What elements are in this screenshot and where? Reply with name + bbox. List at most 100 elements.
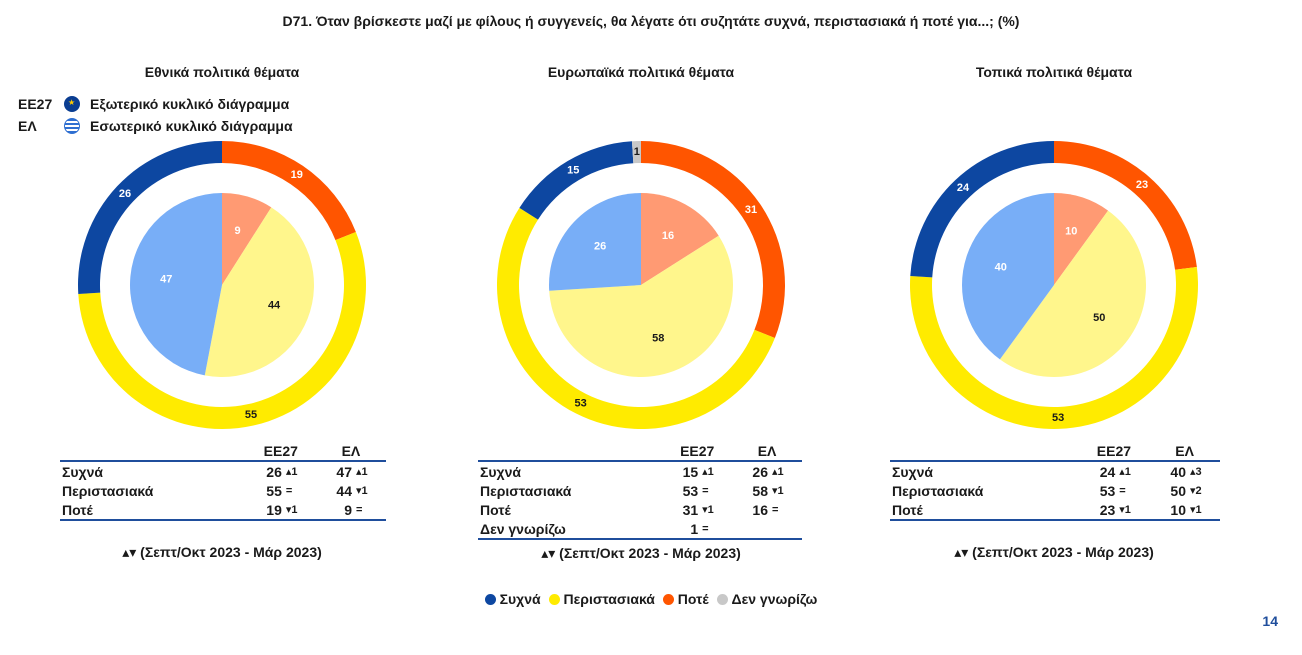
outer-slice <box>910 141 1054 278</box>
col-header-eu27: ΕΕ27 <box>1096 442 1132 459</box>
data-table-local: ΕΕ27 ΕΛ Συχνά 24 ▴1 40 ▴3 Περιστασιακά 53 = 50 ▾2… <box>890 441 1220 521</box>
eu-flag-icon <box>64 96 80 112</box>
eu27-trend: = <box>285 484 293 497</box>
gr-value <box>732 519 770 539</box>
inner-slice <box>222 193 272 285</box>
eu27-trend: ▴1 <box>702 466 714 478</box>
inner-slice <box>641 193 719 285</box>
eu27-value: 55 <box>266 482 282 499</box>
table-row: Συχνά 24 ▴1 40 ▴3 <box>890 461 1220 481</box>
gr-value: 26 <box>752 463 768 480</box>
col-header-gr: ΕΛ <box>341 442 361 459</box>
outer-slice <box>519 141 634 220</box>
trend-note: ▴▾ (Σεπτ/Οκτ 2023 - Μάρ 2023) <box>122 544 322 560</box>
gr-trend: = <box>356 503 363 516</box>
row-label: Περιστασιακά <box>892 482 984 499</box>
legend-key-code: ΕΕ27 <box>18 96 53 112</box>
eu27-value: 1 <box>690 520 699 537</box>
gr-trend: = <box>772 503 779 516</box>
inner-data-label: 9 <box>235 225 241 237</box>
legend-key-gr: ΕΛ Εσωτερικό κυκλικό διάγραμμα <box>18 118 293 134</box>
eu27-value: 26 <box>266 463 282 480</box>
legend-key-code: ΕΛ <box>18 118 37 134</box>
legend-item-never: Ποτέ <box>662 591 709 607</box>
row-label: Περιστασιακά <box>62 482 154 499</box>
trend-note: ▴▾ (Σεπτ/Οκτ 2023 - Μάρ 2023) <box>954 544 1154 560</box>
donut-chart-local: 23 53 24 10 50 40 <box>909 141 1198 430</box>
inner-slice <box>962 193 1054 360</box>
outer-data-label: 31 <box>745 204 757 216</box>
outer-slice <box>222 141 356 241</box>
inner-slice <box>204 207 315 378</box>
gr-trend: ▾1 <box>1190 504 1202 516</box>
legend-swatch <box>662 594 674 605</box>
eu27-trend: = <box>1119 484 1126 497</box>
col-header-gr: ΕΛ <box>1175 442 1194 459</box>
inner-data-label: 44 <box>268 300 281 312</box>
donut-chart-national: 19 55 26 9 44 47 <box>78 141 367 429</box>
gr-value: 16 <box>752 501 768 518</box>
col-header-gr: ΕΛ <box>757 442 777 459</box>
legend-key-label: Εξωτερικό κυκλικό διάγραμμα <box>90 96 290 112</box>
gr-trend: ▴3 <box>1190 466 1202 478</box>
gr-trend: ▴1 <box>772 466 784 478</box>
table-row: Περιστασιακά 53 = 58 ▾1 <box>478 481 802 500</box>
page-number: 14 <box>1262 613 1278 629</box>
legend-swatch <box>484 594 496 605</box>
legend-item-often: Συχνά <box>484 591 541 607</box>
col-header-eu27: ΕΕ27 <box>680 442 715 459</box>
inner-data-label: 26 <box>594 241 606 253</box>
outer-slice <box>909 266 1198 430</box>
row-label: Συχνά <box>892 463 934 480</box>
outer-data-label: 15 <box>567 165 579 177</box>
outer-slice <box>497 207 775 429</box>
greek-flag-icon <box>64 118 80 134</box>
inner-slice <box>999 210 1146 377</box>
row-label: Ποτέ <box>480 501 511 518</box>
table-row: Περιστασιακά 53 = 50 ▾2 <box>890 481 1220 500</box>
inner-slice <box>1054 193 1109 285</box>
panel-title-national: Εθνικά πολιτικά θέματα <box>144 64 300 80</box>
inner-data-label: 47 <box>160 274 172 286</box>
outer-slice <box>631 141 641 164</box>
chart-legend: Συχνά Περιστασιακά Ποτέ Δεν γνωρίζω <box>0 591 1302 607</box>
eu27-value: 53 <box>1099 482 1116 499</box>
gr-value: 9 <box>344 501 352 518</box>
legend-swatch <box>716 594 728 605</box>
eu27-trend: = <box>702 484 709 497</box>
legend-key-label: Εσωτερικό κυκλικό διάγραμμα <box>90 118 293 134</box>
row-label: Ποτέ <box>892 501 923 518</box>
inner-data-label: 58 <box>652 332 664 344</box>
data-table-european: ΕΕ27 ΕΛ Συχνά 15 ▴1 26 ▴1 Περιστασιακά 53 = 58 ▾1… <box>478 441 802 540</box>
gr-value: 47 <box>336 463 352 480</box>
table-row: Περιστασιακά 55 = 44 ▾1 <box>60 481 386 500</box>
gr-value: 10 <box>1170 501 1186 518</box>
inner-slice <box>130 193 222 376</box>
eu27-trend: ▾1 <box>285 504 298 516</box>
outer-data-label: 53 <box>1052 412 1064 424</box>
row-label: Συχνά <box>480 463 522 480</box>
outer-data-label: 19 <box>291 169 303 181</box>
eu27-trend: ▾1 <box>702 504 714 516</box>
outer-slice <box>78 141 222 295</box>
eu27-value: 31 <box>682 501 699 518</box>
legend-item-dont-know: Δεν γνωρίζω <box>716 591 817 607</box>
inner-data-label: 16 <box>662 230 674 242</box>
gr-value: 44 <box>336 482 352 499</box>
eu27-value: 15 <box>682 463 699 480</box>
inner-data-label: 10 <box>1065 226 1077 238</box>
donut-chart-european: 31 53 15 1 16 58 26 <box>497 141 785 429</box>
trend-note: ▴▾ (Σεπτ/Οκτ 2023 - Μάρ 2023) <box>541 545 741 561</box>
table-row: Ποτέ 23 ▾1 10 ▾1 <box>890 500 1220 520</box>
panel-title-european: Ευρωπαϊκά πολιτικά θέματα <box>547 64 735 80</box>
gr-value: 40 <box>1170 463 1186 480</box>
panel-title-local: Τοπικά πολιτικά θέματα <box>975 64 1133 80</box>
data-table-national: ΕΕ27 ΕΛ Συχνά 26 ▴1 47 ▴1 Περιστασιακά 55 = 44 ▾1… <box>60 441 386 521</box>
table-row: Συχνά 15 ▴1 26 ▴1 <box>478 461 802 481</box>
row-label: Ποτέ <box>62 501 93 518</box>
outer-data-label: 26 <box>119 188 131 200</box>
inner-data-label: 40 <box>995 262 1007 274</box>
table-row: Συχνά 26 ▴1 47 ▴1 <box>60 461 386 481</box>
gr-value: 58 <box>752 482 768 499</box>
table-row: Ποτέ 19 ▾1 9 = <box>60 500 386 520</box>
